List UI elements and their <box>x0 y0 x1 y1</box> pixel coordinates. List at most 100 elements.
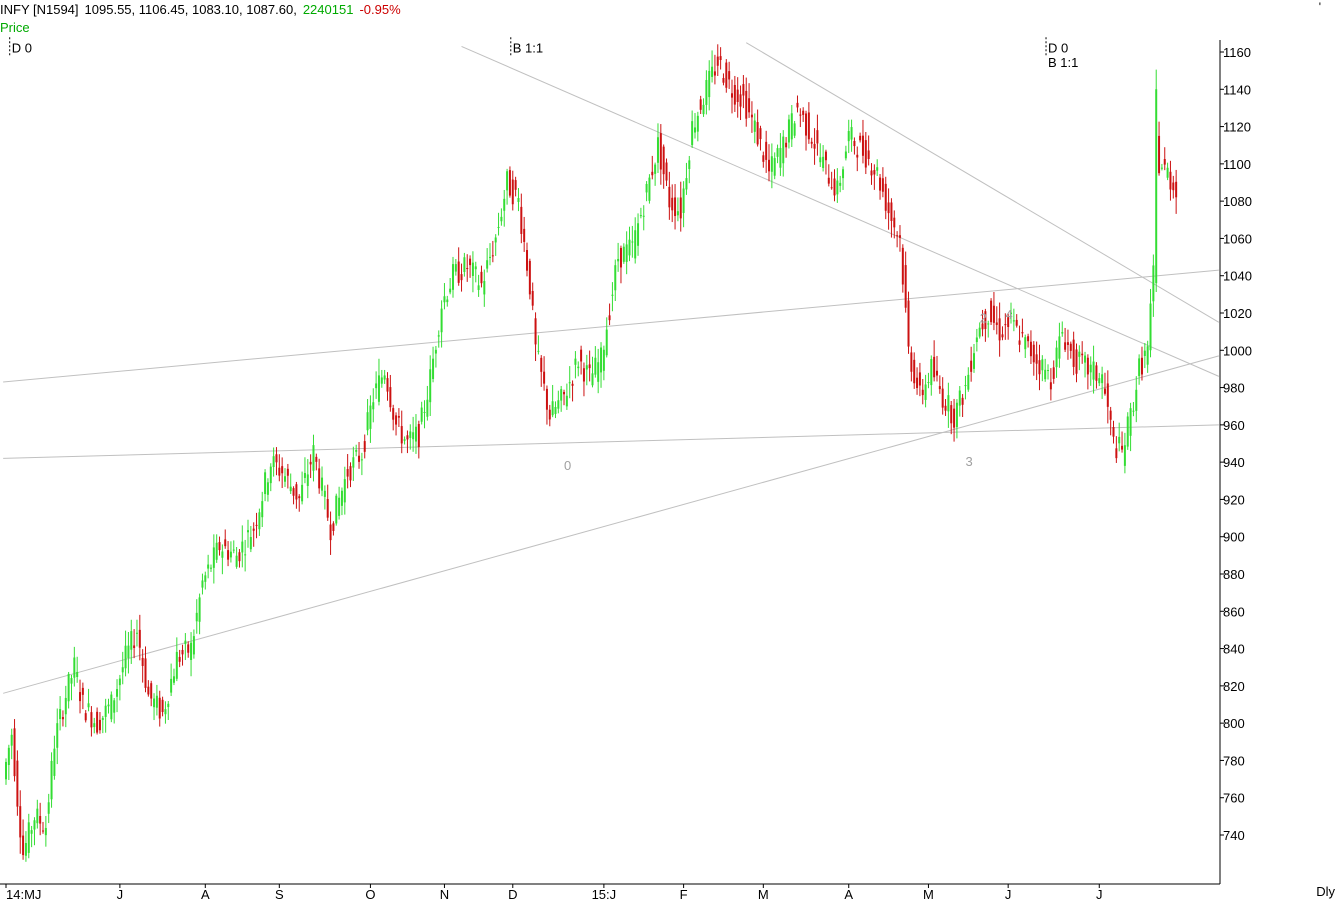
candle <box>822 145 825 172</box>
candle <box>1129 402 1132 452</box>
candle <box>81 682 84 710</box>
candle-body <box>992 305 995 323</box>
candle <box>921 379 924 405</box>
candle <box>59 696 62 731</box>
candle-body <box>668 186 671 208</box>
candle-body <box>614 265 617 291</box>
x-tick-label: 15:J <box>592 887 617 902</box>
candle-body <box>1075 349 1078 374</box>
candle-body <box>523 228 526 242</box>
candle <box>1112 420 1115 444</box>
candle <box>682 181 685 228</box>
candle-body <box>395 415 398 425</box>
candle-body <box>429 369 432 403</box>
candle <box>628 226 631 262</box>
candle <box>432 346 435 383</box>
candle <box>913 352 916 389</box>
candle <box>460 263 463 292</box>
candle <box>853 137 856 155</box>
candle <box>247 519 249 548</box>
candle <box>964 375 967 400</box>
candle-body <box>434 349 437 354</box>
candle <box>446 295 449 307</box>
candle-body <box>221 551 224 558</box>
candle <box>662 144 665 189</box>
candle <box>409 424 412 450</box>
candle <box>742 75 745 109</box>
axes: 740 760 780 800 820 840 860 880 900 920 940 960 980 1… <box>0 40 1252 902</box>
candle <box>736 77 739 118</box>
candle <box>850 119 853 152</box>
candle-body <box>355 450 358 452</box>
candle-body <box>853 141 856 147</box>
candle-body <box>460 274 463 281</box>
candle <box>1001 326 1004 341</box>
candle-body <box>249 537 252 550</box>
candle-body <box>873 170 876 175</box>
candle <box>731 79 733 114</box>
candle <box>654 162 657 186</box>
candle-body <box>816 130 819 144</box>
candle-body <box>830 187 833 189</box>
candle-body <box>1012 320 1015 322</box>
candle-body <box>335 495 338 524</box>
candle <box>53 735 56 780</box>
candle-body <box>16 760 19 807</box>
candle <box>543 356 546 391</box>
candle <box>190 632 193 677</box>
candle-body <box>303 472 306 478</box>
candle-body <box>124 645 127 669</box>
x-tick-label: A <box>844 887 853 902</box>
candle-body <box>207 564 210 569</box>
x-tick-label: A <box>201 887 210 902</box>
candle-body <box>531 290 534 306</box>
candle-body <box>369 405 372 429</box>
candle <box>121 651 124 685</box>
x-tick-label: 14:MJ <box>6 887 41 902</box>
candle-body <box>158 697 161 719</box>
candle-body <box>1055 347 1058 368</box>
candle-body <box>79 692 82 702</box>
candle-body <box>1095 365 1098 381</box>
candle <box>531 282 534 311</box>
candle <box>762 151 765 168</box>
candle <box>591 356 594 388</box>
candle <box>520 193 523 244</box>
candle-body <box>503 198 506 211</box>
candle-body <box>130 631 133 650</box>
candle-body <box>489 256 491 258</box>
candle-body <box>739 94 742 107</box>
candle-body <box>39 816 42 824</box>
candle <box>674 184 677 230</box>
candle <box>608 303 611 326</box>
candle <box>560 385 563 412</box>
trendline <box>745 42 1220 323</box>
trendlines <box>3 42 1220 694</box>
candle <box>870 163 873 185</box>
candle-body <box>762 155 765 162</box>
candle-body <box>722 77 725 83</box>
candle-body <box>53 748 56 776</box>
candle <box>702 98 705 117</box>
candle <box>836 168 839 203</box>
candle <box>144 646 147 693</box>
candle <box>67 671 70 709</box>
candle <box>255 512 258 539</box>
candle-body <box>451 264 454 290</box>
candle <box>366 399 369 436</box>
candle-body <box>93 723 96 728</box>
candle <box>335 493 338 526</box>
candle-body <box>87 703 90 708</box>
candle-body <box>1024 337 1027 350</box>
candle <box>1041 355 1044 382</box>
candle <box>588 350 591 382</box>
candle <box>807 102 810 144</box>
candle-body <box>676 211 679 216</box>
period-label: Dly <box>1316 884 1335 899</box>
candle-body <box>768 159 771 172</box>
candle-body <box>964 385 967 387</box>
y-tick-label: 920 <box>1223 492 1245 507</box>
candlesticks <box>5 44 1178 862</box>
